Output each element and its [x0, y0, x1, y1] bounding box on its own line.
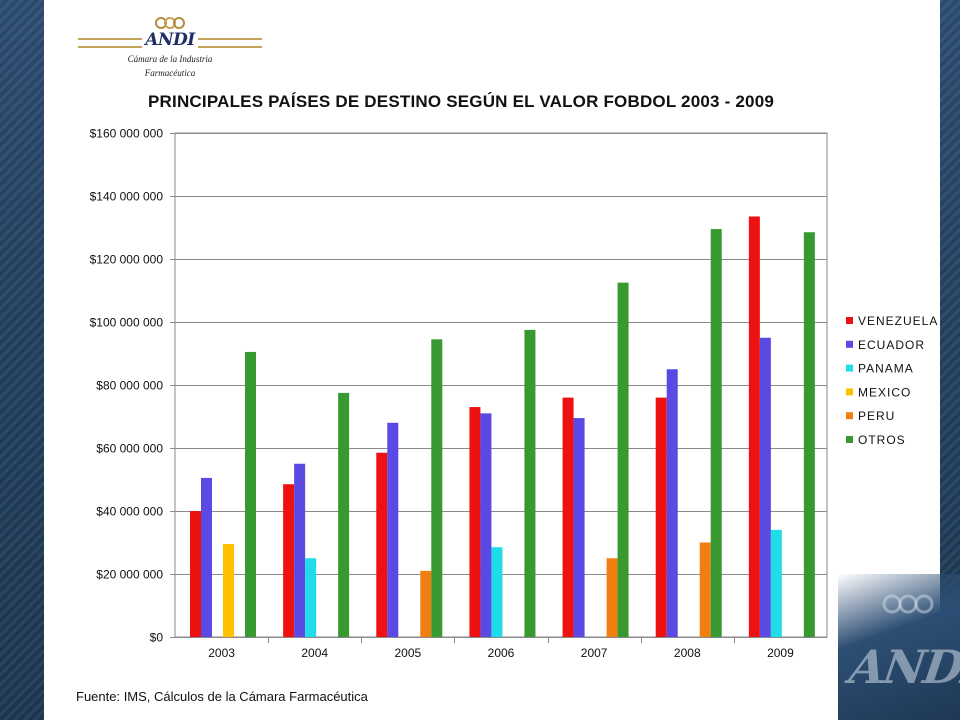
bar [491, 547, 503, 637]
bar [376, 452, 388, 637]
andi-logo: ANDI Cámara de la Industria Farmacéutica [76, 16, 264, 82]
bar [420, 570, 432, 637]
bar [223, 544, 234, 637]
logo-wordmark: ANDI [145, 30, 195, 50]
corner-rings-icon [882, 594, 934, 614]
x-tick-label: 2006 [488, 646, 515, 660]
bar [748, 216, 760, 637]
legend-label: MEXICO [858, 385, 911, 399]
bar [699, 542, 711, 637]
bar [190, 511, 201, 637]
bar [759, 337, 771, 637]
logo-rule-left [78, 38, 142, 48]
bar [283, 484, 295, 637]
legend-swatch [846, 317, 853, 324]
logo-subtitle: Cámara de la Industria Farmacéutica [76, 52, 264, 80]
legend-swatch [846, 364, 853, 372]
bar [245, 351, 256, 637]
y-tick-label: $0 [150, 631, 164, 645]
bar [617, 282, 629, 637]
bar [666, 369, 678, 637]
bar [480, 413, 492, 637]
logo-subtitle-line1: Cámara de la Industria [127, 54, 213, 64]
legend-swatch [846, 388, 853, 396]
y-tick-label: $40 000 000 [96, 505, 163, 519]
bar [387, 422, 399, 637]
x-tick-label: 2005 [395, 646, 422, 660]
right-frame-band [940, 0, 960, 720]
y-tick-label: $120 000 000 [90, 253, 164, 267]
legend-label: OTROS [858, 433, 906, 447]
logo-subtitle-line2: Farmacéutica [144, 68, 196, 78]
legend-label: VENEZUELA [858, 314, 938, 328]
x-tick-label: 2004 [301, 646, 328, 660]
legend-label: ECUADOR [858, 338, 925, 352]
x-tick-label: 2008 [674, 646, 701, 660]
bar [431, 339, 443, 637]
x-tick-label: 2009 [767, 646, 794, 660]
logo-rings-icon [155, 17, 185, 29]
legend-label: PERU [858, 409, 895, 423]
bar [294, 463, 306, 637]
y-tick-label: $100 000 000 [90, 316, 164, 330]
x-tick-label: 2003 [208, 646, 235, 660]
y-tick-label: $160 000 000 [90, 127, 164, 141]
bar [803, 232, 815, 637]
bar [573, 418, 585, 637]
bar [469, 407, 481, 637]
legend-swatch [846, 340, 853, 348]
bar [524, 329, 536, 637]
bar [201, 477, 212, 637]
bar [338, 392, 350, 637]
bar [655, 397, 667, 637]
y-tick-label: $60 000 000 [96, 442, 163, 456]
x-tick-label: 2007 [581, 646, 608, 660]
y-tick-label: $80 000 000 [96, 379, 163, 393]
bar [710, 229, 722, 637]
left-frame-band [0, 0, 44, 720]
y-tick-label: $140 000 000 [90, 190, 164, 204]
legend-label: PANAMA [858, 362, 914, 376]
bar [562, 397, 574, 637]
source-note: Fuente: IMS, Cálculos de la Cámara Farma… [76, 689, 368, 704]
chart-title: PRINCIPALES PAÍSES DE DESTINO SEGÚN EL V… [148, 92, 775, 111]
bar [305, 558, 317, 637]
y-tick-label: $20 000 000 [96, 568, 163, 582]
legend-swatch [846, 436, 853, 443]
logo-rule-right [198, 38, 262, 48]
bar [606, 558, 618, 637]
legend-swatch [846, 412, 853, 420]
bar [770, 529, 782, 637]
